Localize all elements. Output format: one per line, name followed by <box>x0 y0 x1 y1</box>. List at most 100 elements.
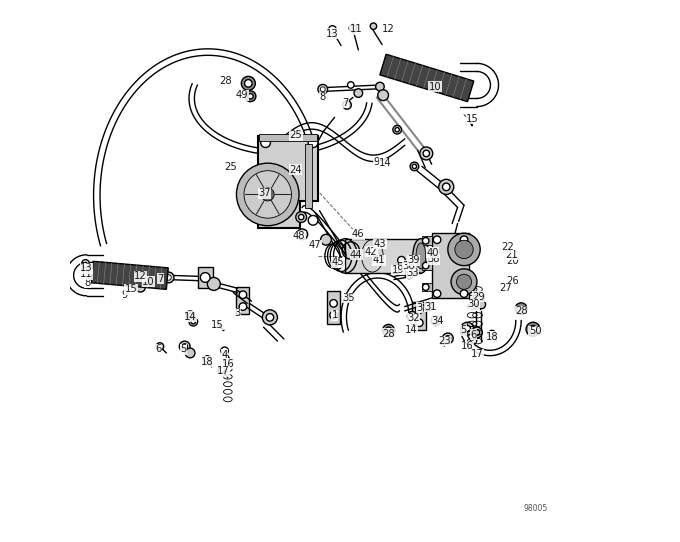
Circle shape <box>489 330 495 337</box>
Bar <box>398 262 407 275</box>
Circle shape <box>299 215 304 220</box>
Text: 47: 47 <box>309 240 322 250</box>
Circle shape <box>308 138 318 147</box>
Circle shape <box>405 270 413 279</box>
Circle shape <box>297 229 307 240</box>
Bar <box>237 287 250 314</box>
Bar <box>422 236 432 245</box>
Circle shape <box>424 302 432 311</box>
Text: 35: 35 <box>342 293 355 303</box>
Circle shape <box>261 188 274 201</box>
Text: 3: 3 <box>417 302 423 313</box>
Text: 18: 18 <box>486 332 498 342</box>
Text: 8: 8 <box>320 92 326 102</box>
Circle shape <box>529 325 537 333</box>
Ellipse shape <box>318 85 328 94</box>
Circle shape <box>343 101 352 109</box>
Text: 22: 22 <box>500 242 513 252</box>
Text: 28: 28 <box>515 306 528 316</box>
Circle shape <box>191 320 195 324</box>
Circle shape <box>393 125 401 134</box>
Text: 29: 29 <box>473 292 486 302</box>
Text: 17: 17 <box>471 349 483 359</box>
Circle shape <box>460 290 468 298</box>
Circle shape <box>237 163 299 225</box>
Circle shape <box>415 319 423 326</box>
Text: 18: 18 <box>201 357 214 366</box>
Circle shape <box>370 23 377 29</box>
Text: 32: 32 <box>407 313 420 324</box>
Text: 27: 27 <box>500 283 513 293</box>
Ellipse shape <box>320 87 325 92</box>
Circle shape <box>156 343 164 350</box>
Text: 17: 17 <box>217 366 230 376</box>
Circle shape <box>471 327 482 338</box>
Circle shape <box>420 147 432 160</box>
Circle shape <box>431 316 441 325</box>
Text: 14: 14 <box>405 325 418 335</box>
Text: 42: 42 <box>365 247 377 256</box>
Circle shape <box>320 234 331 245</box>
Text: 38: 38 <box>428 254 440 264</box>
Circle shape <box>422 237 429 244</box>
Circle shape <box>330 300 337 307</box>
Circle shape <box>455 240 473 259</box>
Text: 4: 4 <box>439 339 445 349</box>
Text: 25: 25 <box>224 163 237 172</box>
Circle shape <box>354 89 362 98</box>
Circle shape <box>244 171 292 218</box>
Text: 14: 14 <box>379 158 392 168</box>
Circle shape <box>245 91 256 102</box>
Circle shape <box>461 322 474 335</box>
Circle shape <box>422 284 429 291</box>
Text: 6: 6 <box>471 330 477 340</box>
Circle shape <box>241 76 256 91</box>
Circle shape <box>433 236 441 243</box>
Polygon shape <box>91 261 168 289</box>
Text: 9: 9 <box>373 157 379 166</box>
Text: 9: 9 <box>121 291 127 300</box>
Circle shape <box>451 269 477 295</box>
Circle shape <box>218 367 224 373</box>
Text: 5: 5 <box>460 325 466 335</box>
Text: 6: 6 <box>156 344 162 354</box>
Text: 10: 10 <box>428 82 441 92</box>
Text: 36: 36 <box>403 261 415 270</box>
Text: 15: 15 <box>124 285 137 294</box>
Circle shape <box>158 273 166 280</box>
Text: 24: 24 <box>290 165 302 175</box>
Circle shape <box>330 312 337 319</box>
Text: 4: 4 <box>222 350 228 359</box>
Circle shape <box>134 271 141 278</box>
Circle shape <box>445 335 451 341</box>
Text: 12: 12 <box>382 24 395 35</box>
Circle shape <box>395 127 399 132</box>
Circle shape <box>443 333 454 344</box>
Text: 15: 15 <box>466 114 479 124</box>
Circle shape <box>448 233 480 266</box>
Circle shape <box>474 330 479 335</box>
Circle shape <box>245 80 252 87</box>
Bar <box>198 267 213 288</box>
Text: 11: 11 <box>80 269 93 279</box>
Ellipse shape <box>166 275 171 280</box>
Circle shape <box>412 164 417 169</box>
Circle shape <box>189 318 198 326</box>
Text: 23: 23 <box>439 336 451 346</box>
Circle shape <box>248 94 253 99</box>
Circle shape <box>378 90 388 101</box>
Text: 31: 31 <box>424 301 437 312</box>
Bar <box>327 292 340 324</box>
Circle shape <box>328 25 336 33</box>
Text: 13: 13 <box>80 263 93 273</box>
Text: 28: 28 <box>220 76 232 86</box>
Circle shape <box>400 261 409 270</box>
Text: 41: 41 <box>373 255 385 265</box>
Circle shape <box>239 303 247 311</box>
Circle shape <box>207 278 220 291</box>
Ellipse shape <box>413 238 429 273</box>
Bar <box>305 144 312 209</box>
Circle shape <box>82 267 88 273</box>
Text: 11: 11 <box>350 24 362 35</box>
Text: 50: 50 <box>529 326 541 337</box>
